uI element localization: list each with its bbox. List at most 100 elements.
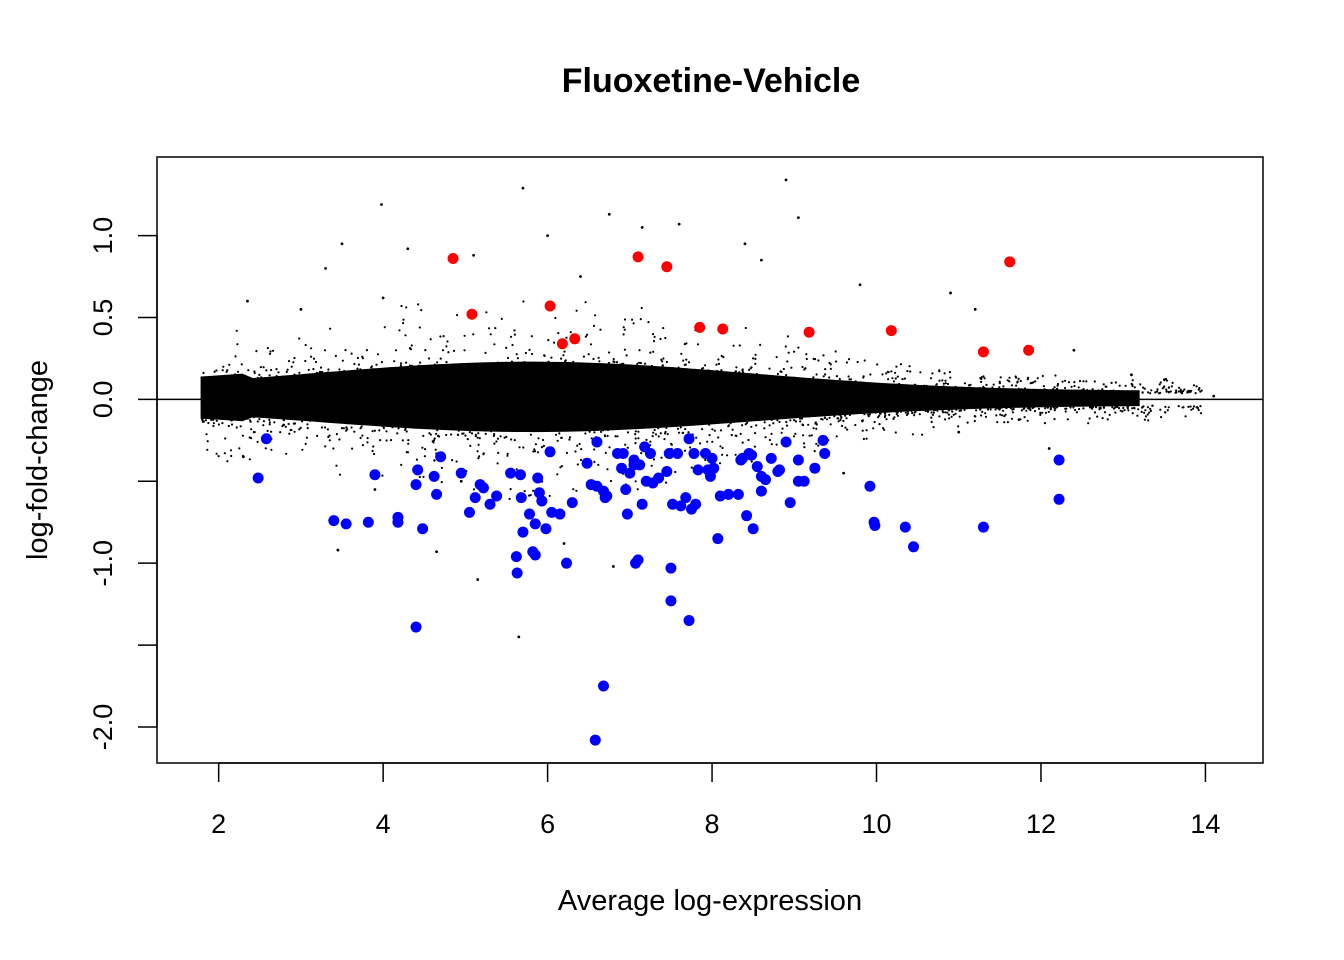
fringe-point bbox=[1007, 389, 1010, 392]
fringe-point bbox=[722, 356, 725, 359]
y-tick-label: 0.0 bbox=[88, 381, 118, 419]
fringe-point bbox=[835, 435, 838, 438]
fringe-point bbox=[846, 428, 849, 431]
fringe-point bbox=[869, 384, 872, 387]
fringe-point bbox=[683, 363, 686, 366]
fringe-point bbox=[687, 361, 691, 364]
down-point bbox=[477, 482, 489, 494]
fringe-point bbox=[653, 335, 656, 338]
fringe-point bbox=[591, 365, 594, 368]
fringe-point bbox=[1000, 406, 1004, 409]
fringe-point bbox=[639, 318, 642, 321]
fringe-point bbox=[800, 417, 804, 420]
fringe-point bbox=[1038, 390, 1041, 393]
data-point bbox=[1047, 447, 1051, 450]
fringe-point bbox=[1020, 390, 1023, 393]
data-point bbox=[759, 258, 763, 262]
fringe-point bbox=[309, 376, 312, 379]
fringe-point bbox=[1143, 418, 1146, 421]
fringe-point bbox=[717, 436, 720, 439]
fringe-point bbox=[1073, 384, 1076, 388]
fringe-point bbox=[568, 436, 572, 439]
fringe-point bbox=[776, 419, 779, 422]
fringe-point bbox=[228, 363, 231, 366]
fringe-point bbox=[1133, 386, 1136, 389]
fringe-point bbox=[770, 432, 773, 435]
fringe-point bbox=[754, 432, 757, 435]
fringe-point bbox=[447, 351, 450, 354]
fringe-point bbox=[608, 351, 611, 354]
fringe-point bbox=[822, 354, 825, 357]
fringe-point bbox=[927, 408, 930, 411]
fringe-point bbox=[408, 364, 412, 367]
fringe-point bbox=[1171, 381, 1174, 384]
fringe-point bbox=[248, 458, 251, 461]
fringe-point bbox=[234, 355, 237, 358]
down-point bbox=[667, 498, 679, 510]
fringe-point bbox=[277, 371, 280, 374]
fringe-point bbox=[1110, 391, 1113, 394]
fringe-point bbox=[755, 372, 759, 376]
up-point bbox=[544, 300, 556, 312]
fringe-point bbox=[492, 434, 495, 437]
up-point bbox=[885, 325, 897, 337]
fringe-point bbox=[828, 416, 831, 419]
down-point bbox=[511, 567, 523, 579]
fringe-point bbox=[999, 407, 1002, 410]
y-tick-label: -1.0 bbox=[88, 540, 118, 587]
fringe-point bbox=[506, 356, 510, 360]
fringe-point bbox=[835, 375, 839, 378]
fringe-point bbox=[674, 470, 677, 474]
fringe-point bbox=[361, 422, 365, 426]
fringe-point bbox=[307, 368, 310, 371]
fringe-point bbox=[418, 364, 421, 367]
fringe-point bbox=[293, 356, 296, 360]
fringe-point bbox=[849, 378, 853, 381]
fringe-point bbox=[451, 459, 454, 462]
down-point bbox=[566, 497, 578, 509]
down-point bbox=[505, 467, 517, 479]
down-point bbox=[817, 434, 829, 446]
fringe-point bbox=[934, 408, 937, 412]
fringe-point bbox=[942, 411, 945, 414]
fringe-point bbox=[654, 433, 658, 436]
down-point bbox=[532, 472, 544, 484]
fringe-point bbox=[812, 427, 815, 430]
fringe-point bbox=[252, 431, 255, 434]
fringe-point bbox=[680, 352, 683, 355]
fringe-point bbox=[858, 381, 862, 384]
fringe-point bbox=[405, 361, 408, 364]
fringe-point bbox=[944, 379, 947, 382]
down-point bbox=[340, 518, 352, 530]
fringe-point bbox=[1011, 411, 1015, 414]
fringe-point bbox=[402, 318, 405, 321]
fringe-point bbox=[952, 413, 955, 416]
down-point bbox=[792, 454, 804, 466]
fringe-point bbox=[1129, 390, 1132, 393]
fringe-point bbox=[493, 433, 496, 436]
fringe-point bbox=[372, 445, 375, 448]
fringe-point bbox=[717, 362, 721, 365]
fringe-point bbox=[268, 352, 272, 355]
fringe-point bbox=[256, 440, 259, 443]
fringe-point bbox=[1008, 380, 1011, 383]
fringe-point bbox=[230, 419, 233, 422]
fringe-point bbox=[676, 427, 680, 430]
fringe-point bbox=[677, 366, 680, 369]
fringe-point bbox=[1144, 415, 1148, 418]
down-point bbox=[1053, 454, 1065, 466]
fringe-point bbox=[815, 442, 818, 445]
fringe-point bbox=[1160, 416, 1163, 419]
fringe-point bbox=[593, 448, 596, 451]
fringe-point bbox=[794, 420, 798, 423]
data-point bbox=[611, 565, 615, 568]
fringe-point bbox=[536, 451, 540, 454]
down-point bbox=[977, 521, 989, 533]
fringe-point bbox=[602, 429, 605, 432]
down-point bbox=[644, 447, 656, 459]
down-point bbox=[431, 488, 443, 500]
up-point bbox=[569, 333, 581, 345]
fringe-point bbox=[925, 384, 928, 387]
up-point bbox=[661, 261, 673, 273]
fringe-point bbox=[1042, 385, 1045, 388]
